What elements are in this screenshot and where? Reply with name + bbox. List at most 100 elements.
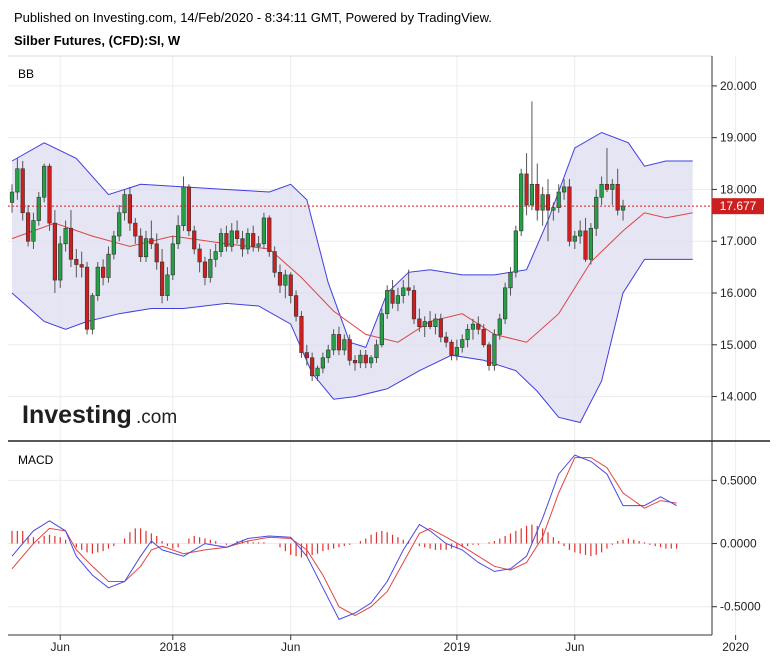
candle [486,342,492,371]
candle [58,236,63,288]
candle [508,267,513,296]
candle [336,326,342,356]
candle [127,186,133,231]
candle-body [385,290,390,315]
candle-body [347,339,352,361]
candle [363,349,368,369]
bollinger-upper-line [11,131,693,349]
published-line: Published on Investing.com, 14/Feb/2020 … [14,10,492,25]
candle-body [208,259,213,278]
candle-body [20,168,25,214]
candle-body [401,287,406,296]
candle-body [90,295,95,330]
candle [438,313,443,343]
candle [283,269,288,299]
macd-tick-label: -0.5000 [720,600,761,614]
candle-body [336,334,342,351]
price-tick-label: 19.000 [720,131,757,145]
candle-body [369,357,374,364]
candle [379,308,384,348]
candle [149,220,154,249]
candle-body [176,225,181,245]
candle [95,261,100,301]
candle [352,355,358,371]
macd-panel-label: MACD [18,453,54,467]
candle-body [310,357,315,377]
candle [444,331,449,348]
candle [256,236,261,252]
candle [465,324,470,348]
macd-signal-line [11,457,677,617]
candle [406,269,411,296]
candle-body [379,313,384,346]
candle-body [433,318,438,327]
candle [192,225,197,255]
candle-body [272,251,277,273]
candle-body [9,191,15,203]
candle [133,217,138,244]
candle-body [138,235,143,258]
candle [594,189,599,237]
candles [9,101,626,382]
candle [411,285,417,325]
candle-body [42,165,47,198]
candle-body [508,272,513,289]
candle [181,176,186,231]
candle-body [615,183,620,211]
candle [460,334,465,353]
candle [117,204,122,242]
bollinger-lower-line [11,258,693,424]
candle [143,230,149,262]
candle [326,344,331,363]
candle-body [374,344,379,359]
candle [42,163,47,203]
candle-body [170,243,175,276]
candle [213,243,218,268]
candle [513,225,518,278]
candle-body [251,233,256,247]
macd-line [11,454,677,621]
candle [481,324,486,348]
candle-body [229,230,234,247]
candle [138,228,143,262]
candle-body [63,227,68,245]
candle-body [352,360,358,364]
candle [320,352,325,374]
candle-body [594,196,599,229]
candle [267,215,272,257]
candle-body [36,196,41,221]
candle [572,230,577,249]
time-tick-label: Jun [281,640,300,654]
candle [31,212,36,249]
candle-body [470,323,476,330]
candle [154,233,159,270]
candle-body [427,321,433,327]
candle-body [545,194,551,211]
candle-body [551,207,556,211]
candle-body [492,334,497,366]
candle [52,210,57,294]
candle [36,192,41,226]
candle [556,184,561,213]
candle [524,153,529,216]
investing-logo: Investing .com [22,401,177,429]
candle [583,217,588,262]
macd-tick-label: 0.0000 [720,537,757,551]
candle [535,163,540,221]
price-tick-label: 16.000 [720,286,757,300]
candle [401,280,406,304]
candle [390,280,395,309]
candle-body [422,321,427,327]
candle [476,316,481,335]
last-price-label: 17.677 [720,199,757,213]
candle [235,220,240,244]
candle-body [524,173,529,206]
candle [84,261,90,335]
candle-body [331,334,336,351]
candle-body [486,344,492,366]
candle-body [25,212,31,242]
candle-body [186,186,191,232]
macd-axis: -0.5000 0.0000 0.5000 [712,473,761,614]
candle-body [68,227,74,260]
